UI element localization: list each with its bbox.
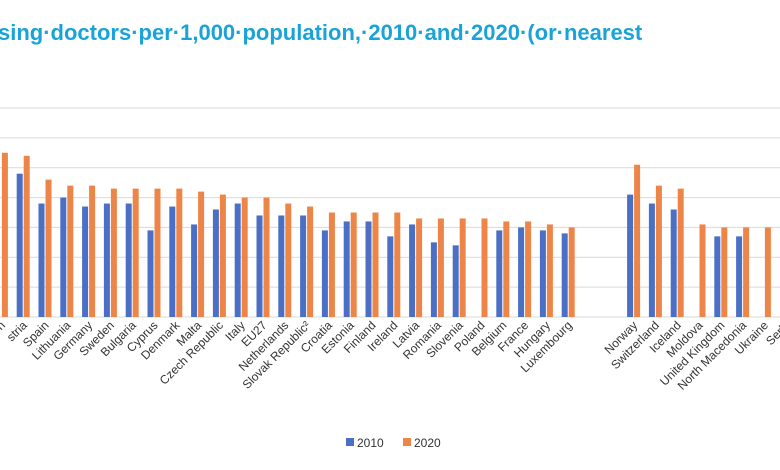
- bar: [648, 203, 655, 317]
- bar: [481, 218, 488, 317]
- bar: [459, 218, 466, 317]
- bar: [350, 212, 357, 317]
- bar: [430, 242, 437, 317]
- bar: [1, 152, 8, 317]
- bar: [16, 173, 23, 317]
- bar: [256, 215, 263, 317]
- legend-swatch: [403, 438, 411, 446]
- bar: [764, 227, 771, 317]
- bar: [82, 206, 89, 317]
- legend-label: 2020: [414, 436, 441, 450]
- bar: [561, 233, 568, 317]
- bar: [343, 221, 350, 317]
- bar: [387, 236, 394, 317]
- bar: [234, 203, 241, 317]
- bar: [437, 218, 444, 317]
- bar: [132, 188, 139, 317]
- bar: [627, 194, 634, 317]
- bar: [416, 218, 423, 317]
- legend-swatch: [346, 438, 354, 446]
- bar: [241, 197, 248, 317]
- bar: [699, 224, 706, 317]
- bar: [285, 203, 292, 317]
- bar: [546, 224, 553, 317]
- bar: [45, 179, 52, 317]
- bar: [67, 185, 74, 317]
- bar: [503, 221, 510, 317]
- bar: [321, 230, 328, 317]
- bar: [176, 188, 183, 317]
- bar: [539, 230, 546, 317]
- bar: [452, 245, 459, 317]
- x-tick-label: n: [0, 318, 8, 333]
- bar: [365, 221, 372, 317]
- bar: [307, 206, 314, 317]
- bar: [568, 227, 575, 317]
- legend-label: 2010: [357, 436, 384, 450]
- bar: [110, 188, 117, 317]
- bar: [409, 224, 416, 317]
- bar: [60, 197, 67, 317]
- bar: [263, 197, 270, 317]
- bar: [300, 215, 307, 317]
- bar: [634, 164, 641, 317]
- bar: [328, 212, 335, 317]
- bar: [212, 209, 219, 317]
- bar: [496, 230, 503, 317]
- bar: [23, 155, 30, 317]
- bar: [38, 203, 45, 317]
- bar: [518, 227, 525, 317]
- bar: [147, 230, 154, 317]
- bar: [677, 188, 684, 317]
- chart-title: sing·doctors·per·1,000·population,·2010·…: [0, 20, 643, 45]
- bar: [743, 227, 750, 317]
- bar: [169, 206, 176, 317]
- bar: [721, 227, 728, 317]
- bar: [372, 212, 379, 317]
- bar: [89, 185, 96, 317]
- bar: [154, 188, 161, 317]
- bar: [394, 212, 401, 317]
- bar: [655, 185, 662, 317]
- bar: [525, 221, 532, 317]
- bar: [278, 215, 285, 317]
- bar: [219, 194, 226, 317]
- bar: [714, 236, 721, 317]
- bar: [103, 203, 110, 317]
- bar: [125, 203, 132, 317]
- bar: [191, 224, 198, 317]
- bar: [736, 236, 743, 317]
- bar: [198, 191, 205, 317]
- bar: [670, 209, 677, 317]
